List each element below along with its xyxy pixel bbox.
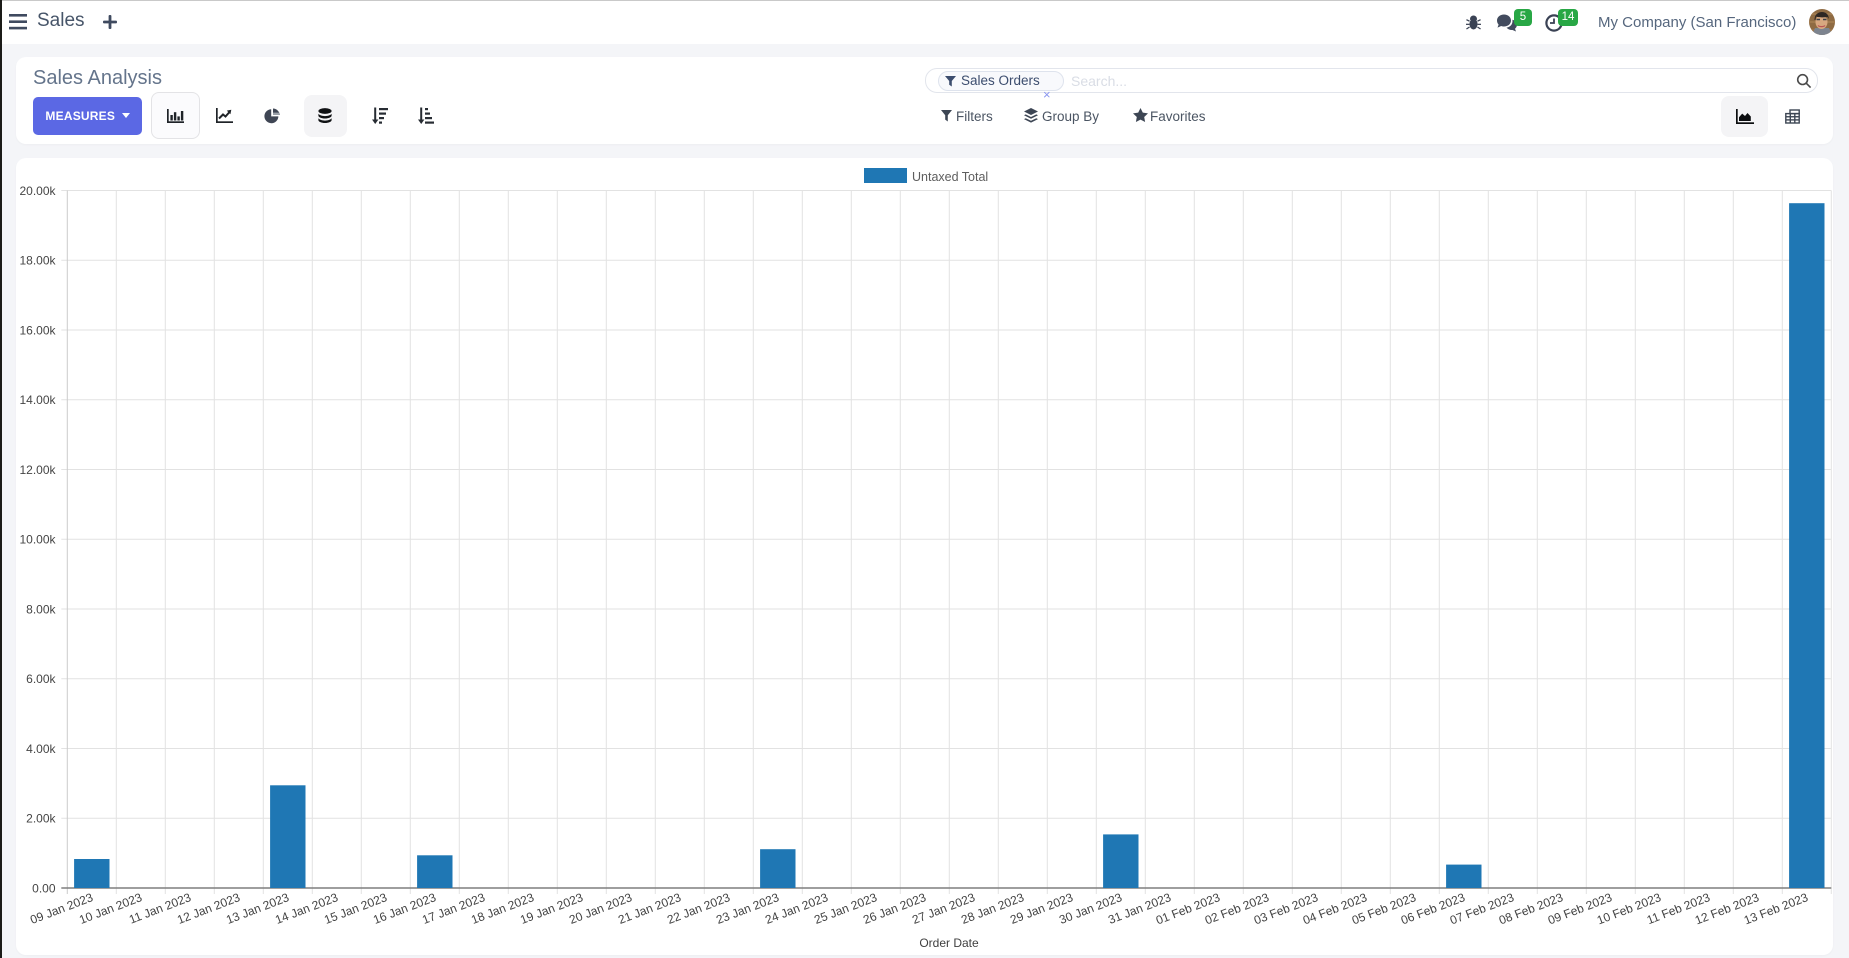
svg-text:10.00k: 10.00k xyxy=(19,533,56,547)
svg-text:Untaxed Total: Untaxed Total xyxy=(912,170,988,184)
svg-text:8.00k: 8.00k xyxy=(26,602,56,616)
svg-text:12.00k: 12.00k xyxy=(19,463,56,477)
svg-text:18.00k: 18.00k xyxy=(19,254,56,268)
svg-text:20.00k: 20.00k xyxy=(19,184,56,198)
svg-text:2.00k: 2.00k xyxy=(26,812,56,826)
svg-text:4.00k: 4.00k xyxy=(26,742,56,756)
svg-text:14.00k: 14.00k xyxy=(19,393,56,407)
svg-text:6.00k: 6.00k xyxy=(26,672,56,686)
svg-text:16.00k: 16.00k xyxy=(19,323,56,337)
svg-text:0.00: 0.00 xyxy=(32,881,56,895)
svg-text:Order Date: Order Date xyxy=(919,936,979,950)
